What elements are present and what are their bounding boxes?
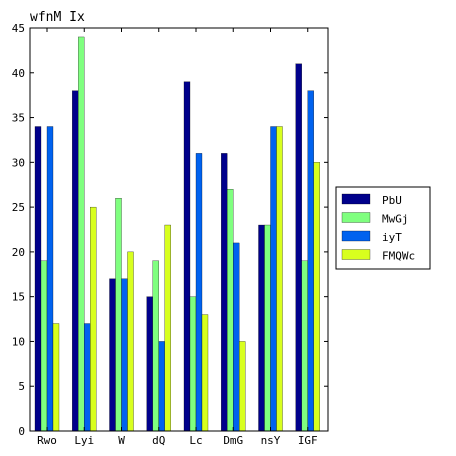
bar [195,153,203,432]
legend: PbU MwGj iyT FMQWc [335,186,431,270]
y-tick-label: 30 [12,156,25,169]
bar [72,90,79,432]
bar [115,198,122,432]
legend-label: FMQWc [382,250,415,263]
bar [152,260,159,432]
bars-layer [34,36,320,432]
legend-label: PbU [382,194,402,207]
x-tick-label: Rwo [37,434,57,447]
x-tick-label: Lyi [74,434,94,447]
y-tick-label: 45 [12,22,25,35]
bar [34,126,42,432]
bar [201,314,209,432]
bar [46,126,54,432]
bar [84,323,91,432]
legend-label: iyT [382,231,402,244]
bar [264,224,271,432]
bar [233,242,240,432]
x-tick-label: Lc [189,434,202,447]
bar [164,224,171,432]
bar [301,260,308,432]
bar [239,341,246,432]
bar [78,36,85,432]
bar [295,63,302,432]
legend-swatch [341,212,371,223]
y-tick-label: 20 [12,246,25,259]
bar [40,260,48,432]
bar [183,81,191,432]
x-tick-label: DmG [223,434,243,447]
bar [52,323,60,432]
y-tick-label: 0 [18,425,25,438]
x-tick-label: nsY [261,434,281,447]
chart-title: wfnM Ix [30,10,85,25]
y-tick-label: 35 [12,112,25,125]
y-tick-label: 25 [12,201,25,214]
bar [121,278,128,432]
bar [127,251,134,432]
plot-frame [29,27,329,432]
legend-swatch [341,193,371,205]
y-tick-label: 10 [12,335,25,348]
bar [307,90,314,432]
bar [221,153,228,432]
legend-swatch [341,230,371,242]
bar [276,126,283,432]
y-tick-label: 5 [18,380,25,393]
legend-swatch [341,249,371,260]
bar [109,278,116,432]
x-tick-label: IGF [298,434,318,447]
x-tick-label: dQ [152,434,165,447]
legend-label: MwGj [382,213,409,226]
bar [189,296,197,432]
bar [227,189,234,432]
y-tick-label: 40 [12,67,25,80]
bar [270,126,277,432]
bar [90,206,97,432]
bar [158,341,165,432]
bar [258,224,265,432]
x-tick-label: W [118,434,125,447]
bar [146,296,153,432]
bar [313,162,320,432]
y-tick-label: 15 [12,291,25,304]
